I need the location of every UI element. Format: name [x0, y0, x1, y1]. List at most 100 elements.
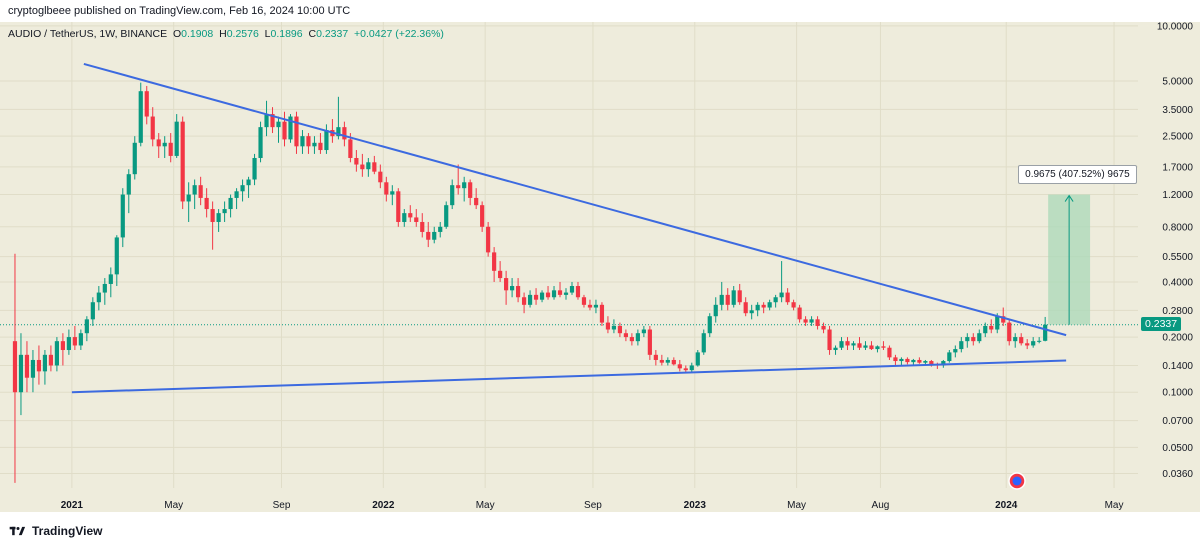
price-tick-label: 0.0700 [1162, 416, 1193, 427]
candle [1013, 333, 1018, 348]
candle [605, 316, 611, 334]
candle-body [480, 205, 485, 227]
candle-body [635, 333, 640, 342]
price-tick-label: 0.2800 [1162, 306, 1193, 317]
candle-body [30, 359, 36, 378]
candle-body [1007, 322, 1012, 342]
candle-body [258, 127, 263, 158]
time-axis[interactable]: 2021 May Sep 2022 May Sep 2023 May Aug 2024 May [61, 500, 1124, 511]
candle [653, 350, 658, 366]
candle-body [875, 346, 880, 350]
candle-body [989, 325, 994, 330]
candle-body [941, 361, 946, 366]
candle [450, 179, 455, 210]
candle-body [378, 171, 383, 183]
candle [60, 333, 65, 366]
candle [863, 341, 868, 351]
candle [821, 322, 826, 334]
candle-body [869, 345, 874, 350]
candle-body [881, 346, 886, 348]
candle [420, 213, 425, 238]
candle-body [438, 226, 443, 232]
price-tick-label: 5.0000 [1162, 77, 1193, 88]
candle-body [300, 136, 305, 147]
candle [42, 350, 48, 385]
candle [504, 270, 509, 305]
trendlines[interactable] [71, 62, 1067, 394]
tradingview-brand: TradingView [32, 524, 103, 538]
open-label: O [172, 28, 182, 40]
candle [911, 358, 916, 366]
candle-body [779, 292, 784, 298]
candle-body [372, 162, 377, 172]
tradingview-logo[interactable]: TradingView [8, 524, 102, 538]
candle [527, 290, 533, 308]
chart-area[interactable]: 10.0000 5.0000 3.5000 2.5000 1.7000 1.2000 0.8… [0, 22, 1200, 512]
candle [971, 333, 976, 346]
time-tick-label: May [1105, 500, 1124, 511]
flag-icon[interactable] [1008, 472, 1026, 490]
symbol-title[interactable]: AUDIO / TetherUS, 1W, BINANCE [8, 28, 168, 40]
time-tick-label: Aug [872, 500, 890, 511]
candle [959, 337, 964, 353]
candle-body [42, 354, 48, 372]
candle-body [701, 333, 706, 353]
symbol-legend[interactable]: AUDIO / TetherUS, 1W, BINANCE O0.1908 H0… [8, 28, 444, 40]
descending-resistance-line[interactable] [83, 62, 1067, 337]
candle-body [36, 359, 42, 372]
candle-body [198, 185, 203, 198]
candle-body [581, 297, 587, 305]
candle-body [1043, 324, 1048, 341]
candle [1007, 319, 1012, 346]
ascending-support-line[interactable] [71, 359, 1067, 394]
candle-body [474, 197, 479, 206]
open-value: 0.1908 [181, 28, 214, 40]
price-axis[interactable]: 10.0000 5.0000 3.5000 2.5000 1.7000 1.2000 0.8… [1157, 22, 1194, 480]
candle-body [174, 121, 179, 156]
candle-body [623, 333, 628, 338]
candle [108, 267, 113, 298]
candle [216, 209, 221, 232]
price-tick-label: 2.5000 [1162, 132, 1193, 143]
candle [444, 201, 449, 229]
candle-body [270, 114, 275, 128]
candle [893, 354, 898, 366]
candle [659, 354, 664, 366]
candle [204, 188, 209, 218]
candle-body [144, 91, 149, 117]
time-tick-label: 2022 [372, 500, 395, 511]
measure-tool[interactable] [1048, 194, 1091, 325]
candle-body [342, 127, 347, 140]
candle-body [659, 359, 664, 363]
candle-body [899, 358, 904, 362]
candle [713, 297, 718, 323]
candle-body [905, 358, 910, 363]
candle [857, 337, 862, 351]
price-tick-label: 0.0360 [1162, 469, 1193, 480]
price-chart[interactable]: 10.0000 5.0000 3.5000 2.5000 1.7000 1.2000 0.8… [0, 22, 1200, 512]
candle [791, 299, 796, 311]
candle [30, 350, 36, 393]
measure-label[interactable]: 0.9675 (407.52%) 9675 [1018, 164, 1137, 184]
time-tick-label: Sep [584, 500, 602, 511]
candle [617, 322, 623, 338]
candle [456, 164, 461, 195]
candle-body [282, 121, 287, 140]
candle [887, 345, 892, 360]
candle-body [731, 290, 736, 305]
candle-body [456, 185, 461, 189]
candle [288, 114, 293, 143]
candle-body [96, 292, 101, 303]
candle-body [336, 127, 341, 137]
candle-body [761, 304, 766, 308]
candle [402, 209, 407, 227]
candle [222, 201, 227, 222]
candle-body [192, 185, 197, 195]
candle-body [653, 354, 658, 360]
candle-body [498, 270, 503, 279]
candle [623, 329, 628, 342]
candle-body [575, 286, 581, 298]
candle-body [545, 292, 551, 298]
candle [438, 221, 443, 238]
candle [695, 350, 700, 367]
